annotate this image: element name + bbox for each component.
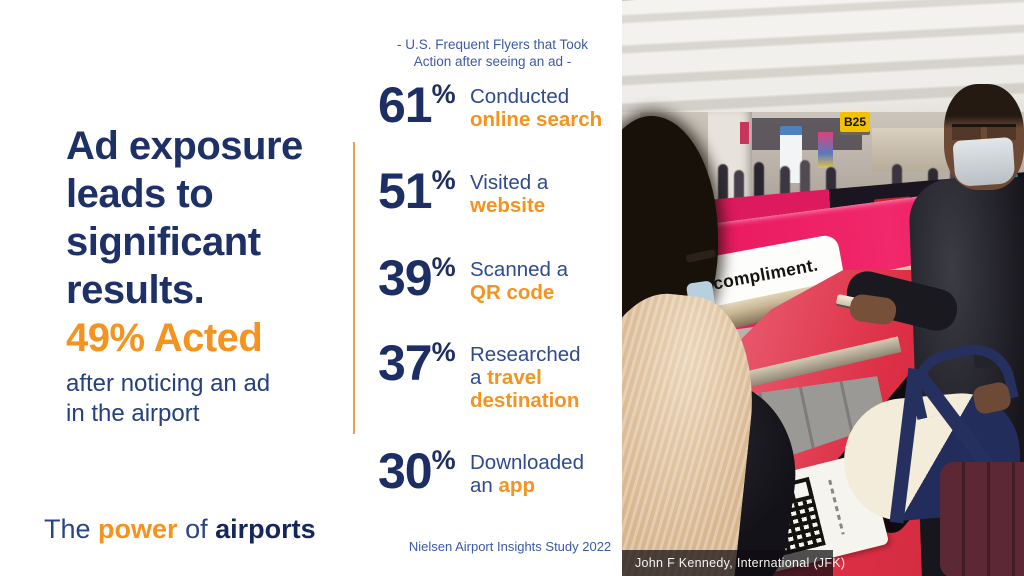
stat-row-travel-destination: 37% Researched a travel destination	[378, 335, 581, 412]
qr-handle-text	[828, 479, 845, 535]
headline-line: results.	[66, 268, 205, 312]
wristwatch	[974, 352, 994, 368]
headline-line: Ad exposure	[66, 124, 303, 168]
headline-line: leads to	[66, 172, 214, 216]
stat-row-qr-code: 39% Scanned a QR code	[378, 250, 569, 306]
stat-label: Researched a travel destination	[470, 343, 581, 412]
poster	[780, 126, 802, 183]
stat-row-app-download: 30% Downloaded an app	[378, 443, 584, 499]
stat-row-website: 51% Visited a website	[378, 163, 549, 219]
percent-sign: %	[431, 252, 456, 282]
stat-number: 61	[378, 77, 433, 133]
vertical-divider	[353, 142, 355, 434]
glasses-icon	[952, 124, 1016, 140]
headline-subtext: after noticing an ad in the airport	[66, 370, 271, 427]
photo-caption: John F Kennedy, International (JFK)	[622, 550, 845, 576]
headline-accent: 49% Acted	[66, 316, 263, 360]
stat-number: 51	[378, 163, 433, 219]
stats-header: - U.S. Frequent Flyers that Took Action …	[396, 37, 589, 69]
stat-label: Visited a website	[470, 171, 549, 217]
airport-photo: B25 compliment. ♪ TikTok	[622, 0, 1024, 576]
percent-sign: %	[431, 337, 456, 367]
percent-sign: %	[431, 445, 456, 475]
percent-sign: %	[431, 79, 456, 109]
stat-number: 37	[378, 335, 433, 391]
poster	[818, 132, 833, 168]
stat-row-online-search: 61% Conducted online search	[378, 77, 603, 133]
headline-line: significant	[66, 220, 261, 264]
stat-label: Scanned a QR code	[470, 258, 569, 304]
source-citation: Nielsen Airport Insights Study 2022	[408, 539, 612, 554]
stat-number: 39	[378, 250, 433, 306]
percent-sign: %	[431, 165, 456, 195]
headline: Ad exposure leads to significant results…	[66, 122, 366, 429]
stat-label: Downloaded an app	[470, 451, 584, 497]
suitcase	[940, 462, 1024, 576]
poster	[740, 122, 749, 144]
stat-number: 30	[378, 443, 433, 499]
brand-tagline: The power of airports	[44, 514, 316, 544]
face-mask	[952, 136, 1016, 188]
gate-sign-b25: B25	[840, 112, 870, 132]
stat-label: Conducted online search	[470, 85, 603, 131]
